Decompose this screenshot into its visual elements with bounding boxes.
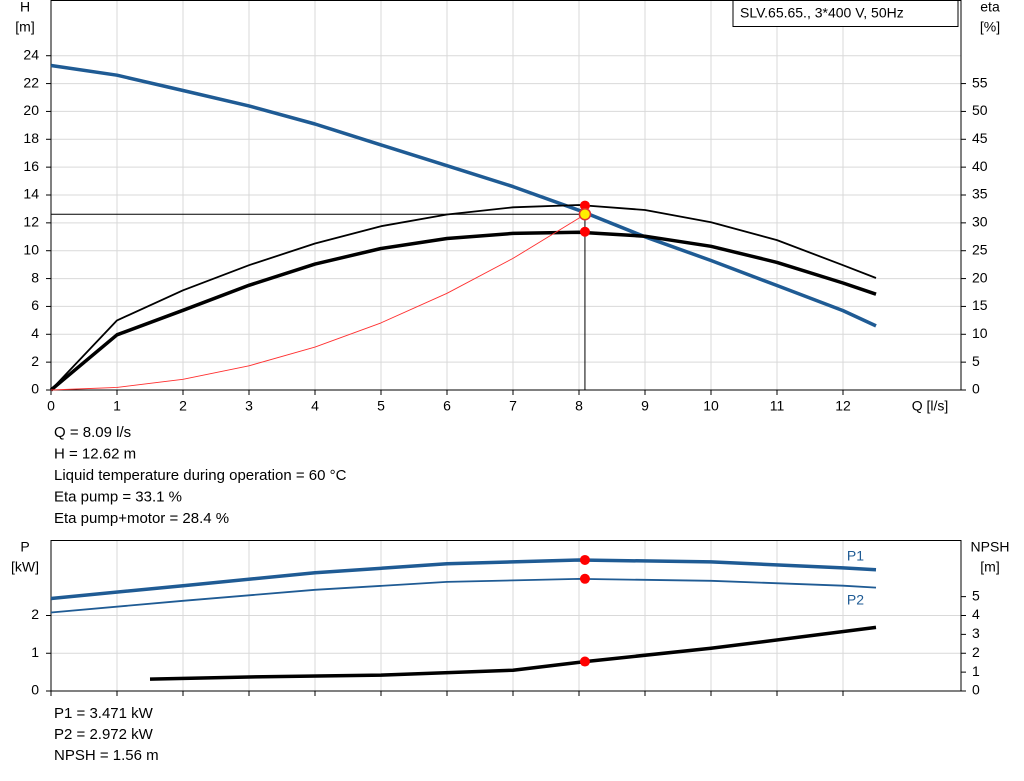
y2-tick-label: 35 [972,186,988,202]
y-tick-label: 20 [23,102,39,118]
series-line [50,213,586,391]
y-tick-label: 2 [31,353,39,369]
y2-tick-label: 40 [972,158,988,174]
y2-tick-label: 5 [972,353,980,369]
y-axis-unit: [kW] [11,559,39,575]
info-line: P2 = 2.972 kW [54,726,154,743]
y-tick-label: 10 [23,241,39,257]
series-line [50,558,877,601]
y-tick-label: 18 [23,130,39,146]
y2-tick-label: 45 [972,130,988,146]
y2-axis-unit: [m] [980,559,999,575]
y2-tick-label: 0 [972,682,980,698]
y-tick-label: 16 [23,158,39,174]
x-tick-label: 9 [641,398,649,414]
y2-tick-label: 50 [972,102,988,118]
y-tick-label: 6 [31,297,39,313]
title-box [732,0,959,27]
x-axis-label: Q [l/s] [912,398,949,414]
y2-tick-label: 15 [972,297,988,313]
info-line: H = 12.62 m [54,445,136,462]
op-point [579,573,590,584]
series-label: P2 [847,591,864,607]
y-axis-unit: [m] [15,19,34,35]
x-tick-label: 11 [770,398,785,414]
series-line [50,578,877,614]
y-tick-label: 22 [23,74,39,90]
y2-tick-label: 30 [972,214,988,230]
y2-tick-label: 0 [972,381,980,397]
op-point [579,226,590,237]
series-line [149,625,877,681]
series-line [50,204,877,391]
x-tick-label: 4 [311,398,319,414]
y-tick-label: 2 [31,606,39,622]
x-tick-label: 7 [509,398,517,414]
info-line: Eta pump+motor = 28.4 % [54,510,229,527]
y2-tick-label: 2 [972,644,980,660]
x-tick-label: 5 [377,398,385,414]
y2-tick-label: 20 [972,269,988,285]
x-tick-label: 2 [179,398,187,414]
y-tick-label: 12 [23,214,39,230]
y2-axis-label: eta [980,0,1000,15]
series-line [49,230,877,392]
y2-tick-label: 10 [972,325,988,341]
x-tick-label: 1 [113,398,121,414]
y-tick-label: 0 [31,381,39,397]
info-line: Q = 8.09 l/s [54,424,131,441]
series-line [50,63,877,328]
op-point [579,554,590,565]
y2-tick-label: 5 [972,587,980,603]
info-line: NPSH = 1.56 m [54,747,159,764]
y-tick-label: 0 [31,682,39,698]
x-tick-label: 3 [245,398,253,414]
op-point-duty [578,207,592,221]
y2-axis-label: NPSH [971,539,1010,555]
series-label: P1 [847,548,864,564]
x-tick-label: 0 [47,398,55,414]
y-axis-label: P [20,539,29,555]
y2-tick-label: 25 [972,241,988,257]
y2-axis-unit: [%] [980,19,1000,35]
info-line: Liquid temperature during operation = 60… [54,467,347,484]
y-axis-label: H [20,0,30,15]
info-line: Eta pump = 33.1 % [54,488,182,505]
y-tick-label: 8 [31,269,39,285]
x-tick-label: 6 [443,398,451,414]
x-tick-label: 12 [835,398,851,414]
op-point [579,656,590,667]
info-line: P1 = 3.471 kW [54,705,154,722]
y2-tick-label: 55 [972,74,988,90]
op-point [579,200,590,211]
chart-title: SLV.65.65., 3*400 V, 50Hz [740,5,904,21]
y2-tick-label: 1 [972,663,980,679]
y-tick-label: 24 [23,46,39,62]
y2-tick-label: 3 [972,625,980,641]
y-tick-label: 4 [31,325,39,341]
y2-tick-label: 4 [972,606,980,622]
x-tick-label: 10 [703,398,719,414]
y-tick-label: 14 [23,186,39,202]
x-tick-label: 8 [575,398,583,414]
y-tick-label: 1 [31,644,39,660]
